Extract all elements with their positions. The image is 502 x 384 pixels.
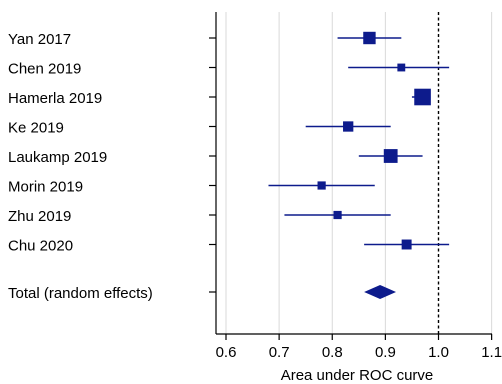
study-markers — [268, 31, 450, 250]
study-label-3: Ke 2019 — [8, 120, 64, 137]
study-label-6: Zhu 2019 — [8, 208, 71, 225]
point-estimate-1 — [397, 63, 406, 72]
study-label-5: Morin 2019 — [8, 179, 83, 196]
point-estimate-4 — [383, 149, 398, 163]
pooled-label: Total (random effects) — [8, 285, 153, 302]
study-label-0: Yan 2017 — [8, 31, 71, 48]
study-labels: Yan 2017 Chen 2019 Hamerla 2019 Ke 2019 Lauk… — [8, 31, 216, 302]
grid-lines — [225, 12, 493, 334]
study-label-1: Chen 2019 — [8, 61, 81, 78]
study-label-2: Hamerla 2019 — [8, 90, 102, 107]
point-estimate-2 — [414, 88, 431, 106]
x-tick-label-1: 0.7 — [269, 344, 290, 361]
x-tick-label-5: 1.1 — [481, 344, 502, 361]
x-tick-label-0: 0.6 — [216, 344, 237, 361]
pooled-diamond — [364, 285, 396, 299]
study-label-7: Chu 2020 — [8, 238, 73, 255]
point-estimate-6 — [333, 210, 342, 220]
point-estimate-7 — [401, 239, 412, 250]
x-tick-label-4: 1.0 — [428, 344, 449, 361]
x-axis-ticks: 0.6 0.7 0.8 0.9 1.0 1.1 — [216, 334, 502, 361]
point-estimate-0 — [363, 31, 376, 45]
point-estimate-3 — [343, 121, 354, 132]
point-estimate-5 — [317, 181, 326, 190]
x-tick-label-2: 0.8 — [322, 344, 343, 361]
x-axis-label: Area under ROC curve — [281, 367, 434, 384]
x-tick-label-3: 0.9 — [375, 344, 396, 361]
study-label-4: Laukamp 2019 — [8, 149, 107, 166]
